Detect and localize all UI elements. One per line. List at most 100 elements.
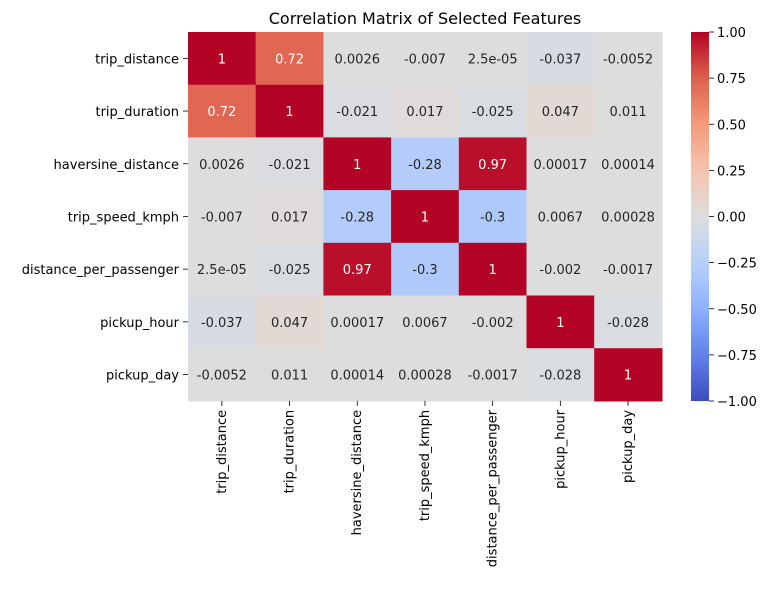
- heatmap-cell: [391, 348, 460, 402]
- heatmap-cell: [188, 32, 257, 86]
- cell-annotation: 0.0026: [335, 52, 381, 67]
- cell-annotation: 0.017: [271, 210, 308, 225]
- heatmap-cell: [255, 84, 324, 138]
- heatmap-cell: [526, 295, 595, 349]
- heatmap-cell: [458, 32, 528, 86]
- cell-annotation: 1: [285, 105, 293, 120]
- cell-annotation: 0.047: [271, 316, 308, 331]
- heatmap-cell: [458, 137, 528, 191]
- cell-annotation: 0.0067: [538, 210, 584, 225]
- heatmap-cell: [323, 84, 392, 138]
- heatmap-cell: [391, 242, 460, 297]
- colorbar-gradient: [691, 32, 709, 401]
- cell-annotation: -0.28: [340, 210, 374, 225]
- cell-annotation: 0.00014: [330, 369, 384, 384]
- heatmap-cell: [594, 137, 663, 191]
- heatmap-cell: [458, 295, 528, 349]
- heatmap-annotations: 1 0.72 0.0026 -0.007 2.5e-05 -0.037 -0.0052 0.7…: [197, 52, 655, 383]
- cell-annotation: 0.00017: [330, 316, 384, 331]
- x-axis: trip_distance trip_duration haversine_dist…: [215, 400, 636, 567]
- colorbar-tick-label: 0.25: [717, 164, 746, 179]
- cell-annotation: -0.002: [539, 263, 581, 278]
- heatmap-cell: [391, 32, 460, 86]
- heatmap-cell: [188, 84, 257, 138]
- x-tick-label: trip_speed_kmph: [418, 410, 433, 521]
- cell-annotation: -0.3: [412, 263, 437, 278]
- heatmap-cell: [458, 348, 528, 402]
- cell-annotation: 2.5e-05: [197, 263, 247, 278]
- colorbar-tick-label: 0.75: [717, 72, 746, 87]
- heatmap-cell: [391, 295, 460, 349]
- heatmap-cell: [323, 190, 392, 244]
- cell-annotation: -0.3: [480, 210, 505, 225]
- x-tick-label: pickup_hour: [553, 409, 568, 489]
- cell-annotation: 1: [421, 210, 429, 225]
- heatmap-cell: [323, 242, 392, 297]
- cell-annotation: -0.0052: [603, 52, 653, 67]
- cell-annotation: -0.021: [269, 158, 311, 173]
- x-tick-label: distance_per_passenger: [486, 409, 501, 567]
- cell-annotation: 1: [218, 52, 226, 67]
- heatmap-cell: [526, 137, 595, 191]
- heatmap-cell: [188, 190, 257, 244]
- heatmap-cell: [391, 190, 460, 244]
- heatmap-cell: [323, 348, 392, 402]
- cell-annotation: 0.011: [609, 105, 646, 120]
- heatmap-cell: [323, 295, 392, 349]
- cell-annotation: 2.5e-05: [468, 52, 518, 67]
- heatmap-cell: [594, 242, 663, 297]
- y-axis: trip_distance trip_duration haversine_dist…: [22, 52, 188, 384]
- heatmap-cell: [526, 242, 595, 297]
- cell-annotation: -0.28: [408, 158, 442, 173]
- y-tick-label: trip_distance: [95, 52, 179, 67]
- heatmap-cell: [188, 348, 257, 402]
- colorbar-tick-label: 0.50: [717, 118, 746, 133]
- colorbar: 1.00 0.75 0.50 0.25 0.00 −0.25 −0.50 −0.75 −1.00: [691, 26, 757, 410]
- cell-annotation: 0.72: [275, 52, 304, 67]
- y-tick-label: distance_per_passenger: [22, 263, 180, 278]
- heatmap-cell: [255, 32, 324, 86]
- cell-annotation: 0.00014: [601, 158, 655, 173]
- heatmap-cell: [188, 137, 257, 191]
- cell-annotation: 0.00028: [398, 369, 452, 384]
- heatmap-cell: [526, 32, 595, 86]
- cell-annotation: 0.011: [271, 369, 308, 384]
- heatmap-cell: [255, 242, 324, 297]
- heatmap-cell: [594, 84, 663, 138]
- heatmap-cell: [188, 242, 257, 297]
- y-tick-label: pickup_hour: [100, 316, 180, 331]
- heatmap-cell: [255, 348, 324, 402]
- cell-annotation: 1: [353, 158, 361, 173]
- cell-annotation: 0.00017: [533, 158, 587, 173]
- heatmap-cell: [391, 137, 460, 191]
- heatmap-cell: [594, 32, 663, 86]
- cell-annotation: -0.002: [472, 316, 514, 331]
- cell-annotation: 1: [624, 369, 632, 384]
- heatmap-cell: [526, 84, 595, 138]
- heatmap-cell: [188, 295, 257, 349]
- cell-annotation: 1: [556, 316, 564, 331]
- colorbar-tick-label: −0.75: [717, 349, 757, 364]
- heatmap-cell: [323, 32, 392, 86]
- y-tick-label: trip_speed_kmph: [68, 210, 179, 225]
- heatmap-cell: [255, 137, 324, 191]
- colorbar-tick-label: 1.00: [717, 26, 746, 41]
- cell-annotation: 0.97: [478, 158, 507, 173]
- cell-annotation: -0.0017: [603, 263, 653, 278]
- heatmap-cell: [391, 84, 460, 138]
- cell-annotation: -0.007: [404, 52, 446, 67]
- heatmap-cell: [458, 84, 528, 138]
- heatmap-cell: [594, 295, 663, 349]
- cell-annotation: 0.97: [343, 263, 372, 278]
- heatmap-cell: [323, 137, 392, 191]
- heatmap-cell: [458, 190, 528, 244]
- heatmap-cells: [188, 32, 663, 402]
- cell-annotation: -0.037: [539, 52, 581, 67]
- colorbar-tick-label: −0.50: [717, 303, 757, 318]
- cell-annotation: -0.025: [472, 105, 514, 120]
- cell-annotation: -0.025: [269, 263, 311, 278]
- cell-annotation: -0.028: [607, 316, 649, 331]
- cell-annotation: 0.017: [406, 105, 443, 120]
